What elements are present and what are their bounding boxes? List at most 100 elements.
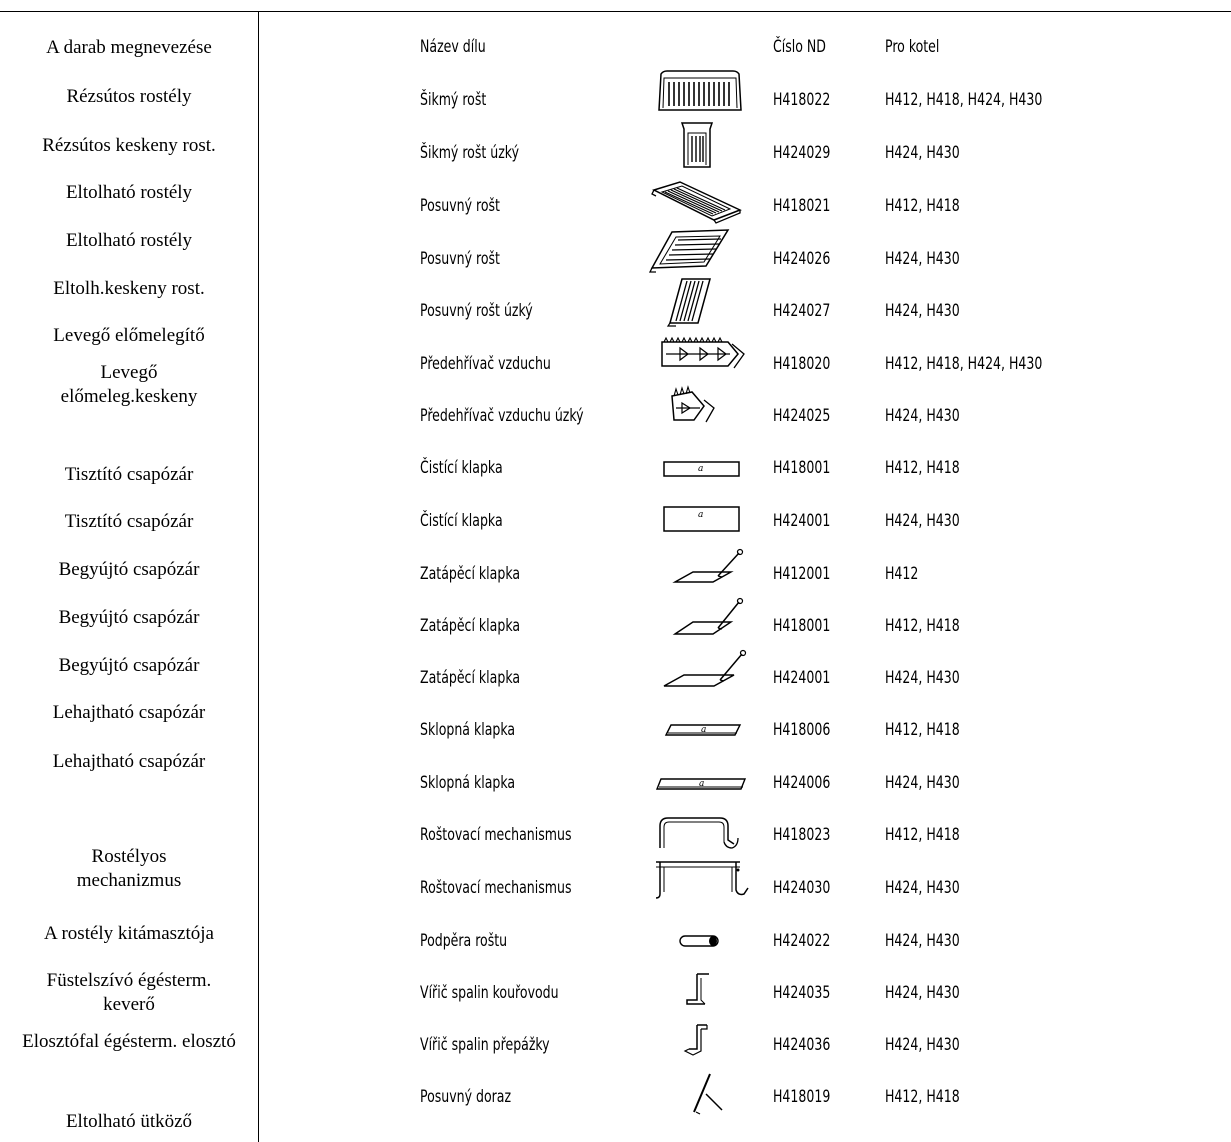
part-code: H424030: [773, 878, 831, 898]
part-boiler: H412, H418: [885, 720, 960, 740]
part-code: H424029: [773, 143, 831, 163]
part-code: H412001: [773, 564, 831, 584]
part-boiler: H424, H430: [885, 878, 960, 898]
part-code: H424035: [773, 983, 831, 1003]
part-name: Zatápěcí klapka: [420, 668, 521, 688]
hu-item: Begyújtó csapózár: [58, 607, 200, 628]
part-name: Posuvný rošt: [420, 249, 500, 269]
cleaning-flap-icon: a: [663, 506, 740, 532]
sliding-grate-icon: [651, 181, 742, 224]
baffle-swirler-icon: [683, 1024, 708, 1056]
cz-header-code: Číslo ND: [773, 37, 826, 57]
part-name: Sklopná klapka: [420, 720, 516, 740]
part-code: H424027: [773, 301, 831, 321]
part-code: H424006: [773, 773, 831, 793]
hu-header: A darab megnevezése: [46, 37, 212, 58]
part-name: Sklopná klapka: [420, 773, 516, 793]
part-code: H418022: [773, 90, 831, 110]
part-name: Podpěra roštu: [420, 931, 508, 951]
part-boiler: H424, H430: [885, 301, 960, 321]
part-boiler: H424, H430: [885, 406, 960, 426]
part-boiler: H424, H430: [885, 983, 960, 1003]
part-name: Posuvný rošt: [420, 196, 500, 216]
hu-item: Tisztító csapózár: [64, 464, 194, 485]
air-preheater-icon: [661, 336, 745, 369]
part-code: H418001: [773, 616, 831, 636]
grate-mechanism-icon: [655, 861, 749, 899]
part-name: Roštovací mechanismus: [420, 878, 572, 898]
part-code: H424001: [773, 668, 831, 688]
cz-header-name: Název dílu: [420, 37, 486, 57]
part-boiler: H412, H418: [885, 825, 960, 845]
part-boiler: H424, H430: [885, 668, 960, 688]
hu-item: Eltolható rostély: [65, 182, 193, 203]
part-boiler: H412, H418: [885, 1087, 960, 1107]
svg-text:a: a: [698, 510, 703, 520]
part-boiler: H412, H418: [885, 616, 960, 636]
cleaning-flap-icon: a: [663, 461, 740, 477]
sliding-stop-icon: [693, 1073, 723, 1115]
part-boiler: H424, H430: [885, 143, 960, 163]
part-code: H424022: [773, 931, 831, 951]
hu-item: Begyújtó csapózár: [58, 559, 200, 580]
top-border: [0, 11, 1231, 12]
svg-text:a: a: [698, 464, 703, 474]
part-code: H418023: [773, 825, 831, 845]
part-boiler: H412, H418: [885, 196, 960, 216]
grate-support-icon: [679, 935, 719, 947]
part-code: H418006: [773, 720, 831, 740]
part-name: Vířič spalin kouřovodu: [420, 983, 559, 1003]
part-name: Zatápěcí klapka: [420, 616, 521, 636]
part-boiler: H424, H430: [885, 773, 960, 793]
part-name: Předehřívač vzduchu: [420, 354, 551, 374]
part-code: H424026: [773, 249, 831, 269]
hu-item: Elosztófal égésterm. elosztó: [22, 1031, 236, 1052]
part-code: H418020: [773, 354, 831, 374]
hu-item: Eltolh.keskeny rost.: [53, 278, 205, 299]
tilting-flap-icon: a: [664, 724, 742, 736]
hu-item: Rostélyos mechanizmus: [76, 846, 182, 891]
part-name: Šikmý rošt úzký: [420, 143, 520, 163]
ignition-flap-icon: [663, 649, 747, 687]
grate-mechanism-icon: [659, 817, 739, 849]
part-name: Zatápěcí klapka: [420, 564, 521, 584]
part-boiler: H424, H430: [885, 931, 960, 951]
svg-text:a: a: [699, 779, 704, 789]
hu-item: Rézsútos rostély: [66, 86, 192, 107]
hu-item: Tisztító csapózár: [64, 511, 194, 532]
part-boiler: H424, H430: [885, 1035, 960, 1055]
part-boiler: H424, H430: [885, 249, 960, 269]
part-boiler: H412, H418, H424, H430: [885, 90, 1043, 110]
hu-item: Levegő előmelegítő: [53, 325, 205, 346]
sliding-grate-icon: [648, 229, 730, 273]
narrow-sliding-grate-icon: [666, 278, 711, 327]
hu-item: Lehajtható csapózár: [52, 702, 206, 723]
part-boiler: H424, H430: [885, 511, 960, 531]
ignition-flap-icon: [672, 597, 744, 635]
hu-item: Füstelszívó égésterm. keverő: [46, 970, 212, 1015]
part-name: Čistící klapka: [420, 511, 503, 531]
hu-item: Eltolható ütköző: [65, 1111, 193, 1132]
hu-item: Rézsútos keskeny rost.: [42, 135, 216, 156]
hu-item: Eltolható rostély: [65, 230, 193, 251]
part-code: H424001: [773, 511, 831, 531]
part-code: H424036: [773, 1035, 831, 1055]
hu-item: Begyújtó csapózár: [58, 655, 200, 676]
part-name: Šikmý rošt: [420, 90, 487, 110]
part-code: H424025: [773, 406, 831, 426]
part-name: Vířič spalin přepážky: [420, 1035, 550, 1055]
cz-header-boiler: Pro kotel: [885, 37, 940, 57]
part-code: H418021: [773, 196, 831, 216]
ignition-flap-icon: [672, 548, 744, 583]
narrow-air-preheater-icon: [671, 385, 715, 423]
tilting-flap-icon: a: [655, 778, 747, 790]
part-name: Posuvný doraz: [420, 1087, 512, 1107]
part-name: Čistící klapka: [420, 458, 503, 478]
hu-item: A rostély kitámasztója: [44, 923, 214, 944]
part-boiler: H412, H418: [885, 458, 960, 478]
part-name: Předehřívač vzduchu úzký: [420, 406, 584, 426]
part-name: Roštovací mechanismus: [420, 825, 572, 845]
hu-item: Levegő előmeleg.keskeny: [60, 362, 198, 407]
part-name: Posuvný rošt úzký: [420, 301, 533, 321]
